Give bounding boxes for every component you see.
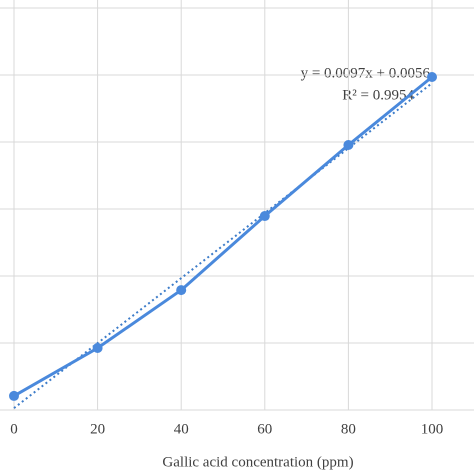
data-point: [9, 390, 19, 401]
trendline: [13, 82, 433, 409]
x-tick-label: 0: [10, 421, 18, 437]
x-tick-label: 80: [341, 421, 356, 437]
data-point: [92, 343, 103, 354]
x-tick-label: 100: [421, 421, 444, 437]
data-point: [259, 211, 270, 222]
data-point: [427, 72, 437, 83]
x-tick-label: 40: [174, 421, 189, 437]
x-tick-label: 20: [90, 421, 105, 437]
x-tick-label: 60: [257, 421, 272, 437]
r-squared: R² = 0.9954: [342, 87, 414, 103]
trend-equation: y = 0.0097x + 0.0056: [301, 65, 431, 81]
series-line: [13, 75, 433, 398]
data-point: [176, 285, 187, 296]
x-axis-title: Gallic acid concentration (ppm): [162, 454, 353, 470]
data-point: [343, 140, 354, 151]
